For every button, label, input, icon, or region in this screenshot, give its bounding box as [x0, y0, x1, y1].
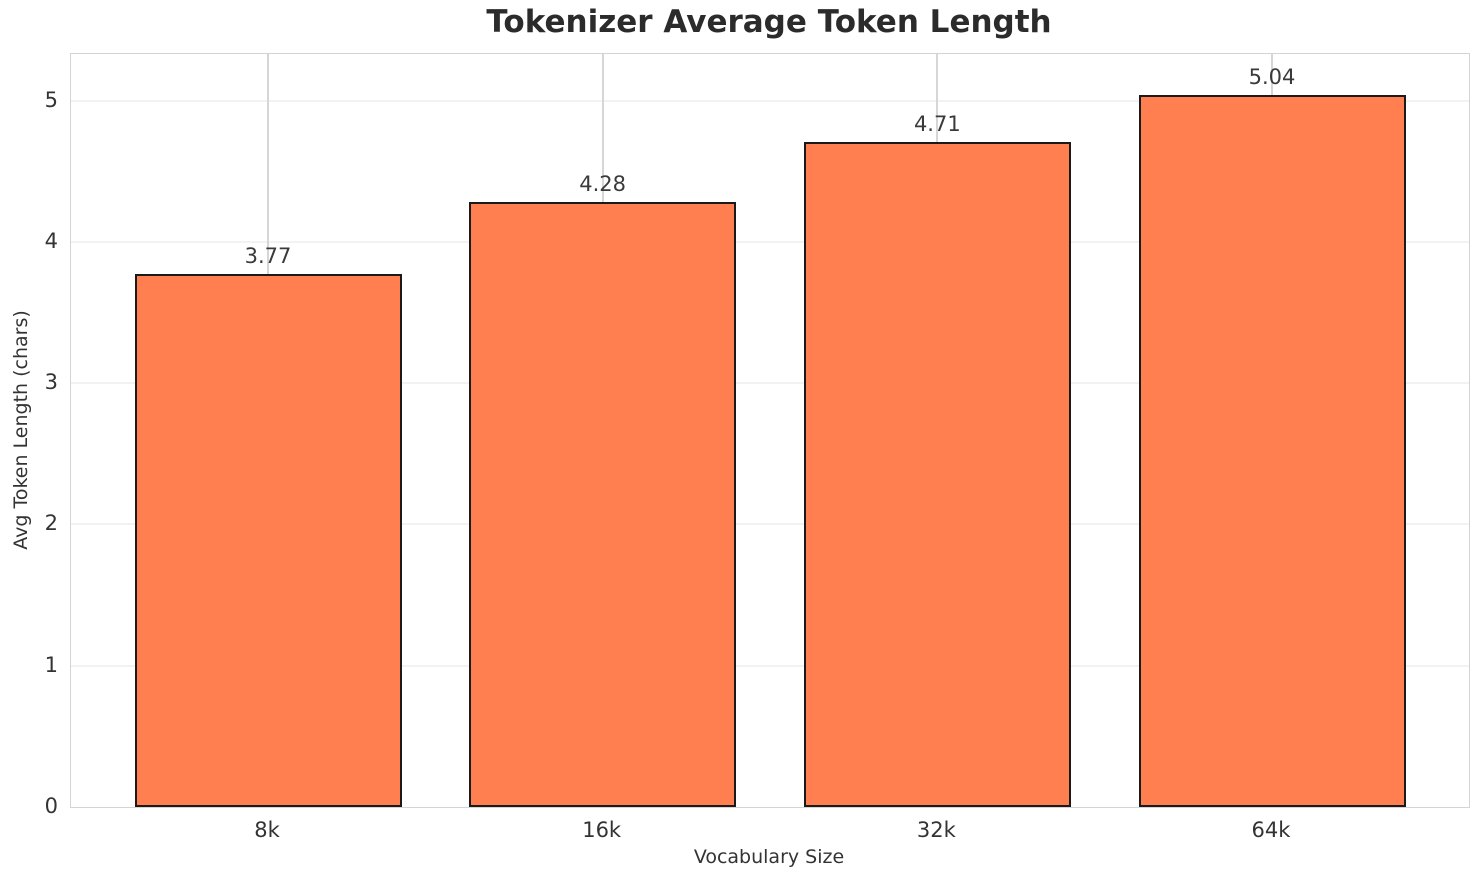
x-tick-label-64k: 64k	[1251, 818, 1291, 842]
bar-value-label-32k: 4.71	[913, 111, 961, 136]
y-tick-label-5: 5	[44, 87, 58, 112]
y-tick-label-1: 1	[44, 652, 58, 677]
bar-value-label-8k: 3.77	[244, 244, 292, 269]
y-tick-label-4: 4	[44, 228, 58, 253]
bar-value-label-64k: 5.04	[1248, 64, 1296, 89]
bar-value-label-16k: 4.28	[579, 172, 627, 197]
chart-title: Tokenizer Average Token Length	[486, 4, 1052, 40]
gridline-h-4	[71, 240, 1469, 243]
x-tick-label-8k: 8k	[254, 818, 280, 842]
bar-64k	[1138, 94, 1406, 807]
y-tick-label-0: 0	[44, 794, 58, 818]
bar-8k	[134, 274, 402, 807]
gridline-h-2	[71, 523, 1469, 526]
x-tick-label-16k: 16k	[582, 818, 622, 842]
gridline-h-3	[71, 382, 1469, 385]
gridline-h-1	[71, 664, 1469, 667]
bar-16k	[469, 202, 737, 807]
plot-area: 3.77 4.28 4.71 5.04	[70, 53, 1470, 808]
gridline-h-5	[71, 99, 1469, 102]
bar-32k	[803, 141, 1071, 807]
x-tick-label-32k: 32k	[916, 818, 956, 842]
x-axis-label: Vocabulary Size	[693, 846, 845, 868]
y-tick-label-3: 3	[44, 370, 58, 395]
y-tick-label-2: 2	[44, 511, 58, 536]
